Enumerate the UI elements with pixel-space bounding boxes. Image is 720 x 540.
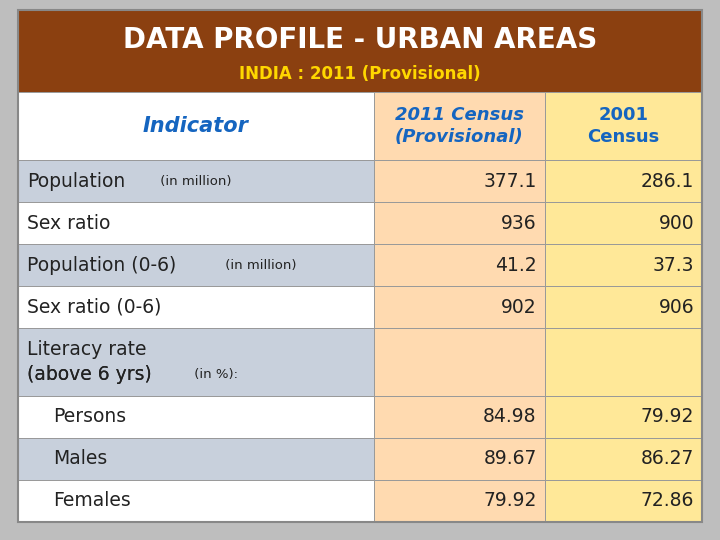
Bar <box>18 10 702 92</box>
Text: (in million): (in million) <box>156 174 231 187</box>
Text: 2011 Census
(Provisional): 2011 Census (Provisional) <box>395 106 523 146</box>
Bar <box>18 92 374 160</box>
Bar <box>374 438 545 480</box>
Text: Males: Males <box>53 449 108 468</box>
Text: Indicator: Indicator <box>143 116 249 136</box>
Bar <box>374 396 545 438</box>
Text: DATA PROFILE - URBAN AREAS: DATA PROFILE - URBAN AREAS <box>123 25 597 53</box>
Text: 906: 906 <box>658 298 694 317</box>
Text: 37.3: 37.3 <box>652 256 694 275</box>
Bar <box>545 396 702 438</box>
Bar <box>374 160 545 202</box>
Text: 900: 900 <box>658 214 694 233</box>
Text: 41.2: 41.2 <box>495 256 536 275</box>
Bar <box>374 92 545 160</box>
Text: 86.27: 86.27 <box>641 449 694 468</box>
Text: 79.92: 79.92 <box>641 407 694 426</box>
Text: (above 6 yrs): (above 6 yrs) <box>27 364 152 383</box>
Bar <box>545 328 702 396</box>
Text: (in million): (in million) <box>222 259 297 272</box>
Bar <box>374 480 545 522</box>
Text: 89.67: 89.67 <box>483 449 536 468</box>
Bar <box>18 202 374 244</box>
Bar <box>18 160 374 202</box>
Text: Sex ratio: Sex ratio <box>27 214 110 233</box>
Bar <box>374 202 545 244</box>
Bar <box>545 92 702 160</box>
Text: Sex ratio (0-6): Sex ratio (0-6) <box>27 298 161 317</box>
Bar <box>374 286 545 328</box>
Text: 79.92: 79.92 <box>483 491 536 510</box>
Text: 72.86: 72.86 <box>641 491 694 510</box>
Text: 286.1: 286.1 <box>641 172 694 191</box>
Bar <box>545 286 702 328</box>
Bar <box>18 396 374 438</box>
Bar <box>18 244 374 286</box>
Bar <box>374 328 545 396</box>
Text: Females: Females <box>53 491 131 510</box>
Bar <box>545 438 702 480</box>
Text: 902: 902 <box>501 298 536 317</box>
Text: 84.98: 84.98 <box>483 407 536 426</box>
Text: 377.1: 377.1 <box>483 172 536 191</box>
Bar <box>545 202 702 244</box>
Text: Population: Population <box>27 172 125 191</box>
Text: Literacy rate: Literacy rate <box>27 340 146 360</box>
Bar <box>374 244 545 286</box>
Text: Persons: Persons <box>53 407 127 426</box>
Bar <box>545 480 702 522</box>
Text: (in %):: (in %): <box>190 368 238 381</box>
Bar <box>18 480 374 522</box>
Bar <box>545 160 702 202</box>
Bar <box>18 286 374 328</box>
Text: Population (0-6): Population (0-6) <box>27 256 176 275</box>
Text: INDIA : 2011 (Provisional): INDIA : 2011 (Provisional) <box>239 65 481 83</box>
Bar <box>18 438 374 480</box>
Text: 936: 936 <box>501 214 536 233</box>
Text: 2001
Census: 2001 Census <box>588 106 660 146</box>
Bar <box>545 244 702 286</box>
Bar <box>18 328 374 396</box>
Text: (above 6 yrs): (above 6 yrs) <box>27 364 152 383</box>
